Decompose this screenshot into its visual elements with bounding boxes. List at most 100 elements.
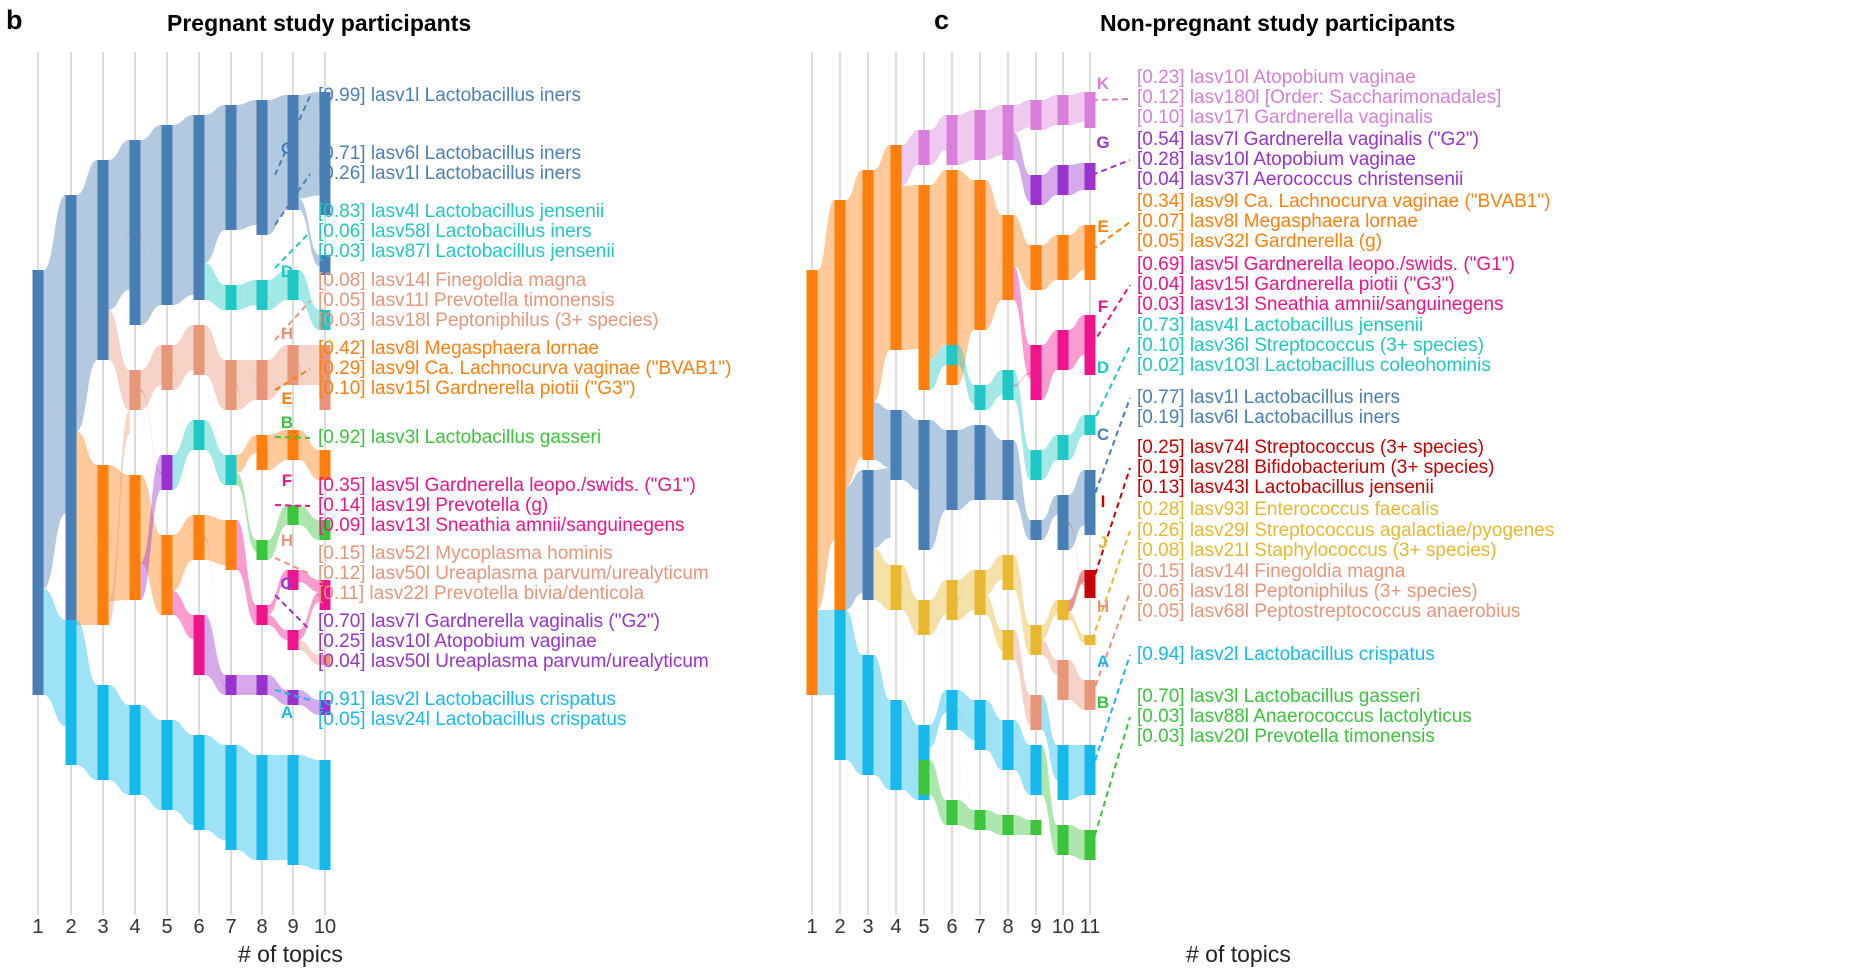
- panel-c-annotation-A-1: [0.94] lasv2l Lactobacillus crispatus: [1137, 644, 1435, 665]
- panel-c-topic-label-I: I: [1101, 492, 1106, 511]
- panel-c-topic-bar-k10-2: [1057, 165, 1069, 195]
- panel-c-annotation-K-3: [0.10] lasv17l Gardnerella vaginalis: [1137, 107, 1433, 128]
- panel-b-topic-bar-k10-1: [319, 92, 331, 215]
- panel-b-topic-bar-k6-5: [193, 615, 205, 675]
- panel-c-annotation-I-2: [0.19] lasv28l Bifidobacterium (3+ speci…: [1137, 457, 1494, 478]
- panel-c-topic-bar-k5-3: [918, 420, 930, 550]
- panel-c-topic-bar-k9-8: [1030, 695, 1042, 730]
- panel-b-x-ticks: 1 2 3 4 5 6 7 8 9 10: [32, 916, 336, 938]
- panel-c-topic-bar-k2-1: [834, 200, 846, 610]
- panel-c-topic-label-A: A: [1097, 652, 1109, 671]
- panel-b-topic-bar-k10-10: [319, 760, 331, 870]
- panel-c-link-1: [817, 610, 835, 695]
- panel-b-topic-bar-k10-9: [319, 700, 331, 715]
- panel-b-link-33: [236, 520, 257, 625]
- panel-c-annotation-G-3: [0.04] lasv37l Aerococcus christensenii: [1137, 169, 1463, 190]
- panel-c-link-thin-2: [957, 462, 975, 602]
- panel-c-topic-bar-k8-2: [1002, 215, 1014, 300]
- panel-c-link-8: [873, 548, 891, 610]
- panel-b-link-47: [298, 270, 320, 330]
- panel-b-topic-bar-k7-1: [225, 105, 237, 230]
- panel-c-link-thin-3: [985, 462, 1003, 647]
- panel-c-link-43: [1013, 555, 1031, 655]
- panel-b-letter: b: [6, 5, 23, 35]
- panel-c-link-10: [901, 130, 919, 186]
- panel-c-topic-label-D: D: [1097, 358, 1109, 377]
- panel-b-topic-bar-k3-2: [97, 465, 109, 625]
- panel-b-tick-3: 3: [97, 916, 108, 938]
- panel-c-annotation-B-1: [0.70] lasv3l Lactobacillus gasseri: [1137, 686, 1420, 707]
- panel-b-annotation-E-3: [0.10] lasv15l Gardnerella piotii ("G3"): [318, 378, 636, 399]
- panel-c-link-12: [901, 410, 919, 490]
- panel-c-link-42: [1013, 440, 1031, 540]
- panel-b-topic-bar-k9-5: [287, 505, 299, 525]
- panel-c-topic-bar-k5-4: [918, 600, 930, 635]
- panel-c-link-2: [845, 170, 863, 487]
- panel-c-topic-bar-k8-7: [1002, 720, 1014, 770]
- panel-c-topic-bar-k11-1: [1084, 92, 1096, 128]
- panel-b-tick-9: 9: [287, 916, 298, 938]
- panel-b-topic-bar-k8-4: [256, 435, 268, 470]
- panel-b-link-17: [172, 420, 194, 490]
- panel-c-topic-bar-k9-2: [1030, 175, 1042, 205]
- panel-b-topic-bar-k5-1: [161, 125, 173, 305]
- panel-c-link-66: [1068, 660, 1085, 710]
- panel-c-topic-label-E: E: [1097, 217, 1108, 236]
- panel-c-topic-bar-k4-2: [890, 410, 902, 480]
- panel-b-topic-bar-k10-2: [319, 255, 331, 275]
- panel-c-annotation-H-2: [0.06] lasv18l Peptoniphilus (3+ species…: [1137, 581, 1478, 602]
- panel-b-topic-bar-k10-4: [319, 345, 331, 410]
- panel-b-annotation-D-1: [0.83] lasv4l Lactobacillus jensenii: [318, 201, 604, 222]
- panel-c-topic-label-H: H: [1097, 597, 1109, 616]
- panel-b-link-thin-7: [172, 367, 194, 539]
- panel-c-topic-bar-k1-1: [806, 270, 818, 695]
- panel-b-topic-bar-k10-5: [319, 450, 331, 480]
- panel-b-annotation-G-3: [0.04] lasv50l Ureaplasma parvum/urealyt…: [318, 651, 709, 672]
- panel-c-topic-labels: K G E F D C I J H A B: [1096, 74, 1109, 712]
- panel-c-topic-bar-k7-6: [974, 700, 986, 750]
- panel-b-link-36: [267, 95, 288, 235]
- panel-b-annotation-H1-2: [0.05] lasv11l Prevotella timonensis: [318, 290, 614, 311]
- panel-c-annotation-I-1: [0.25] lasv74l Streptococcus (3+ species…: [1137, 437, 1484, 458]
- panel-b-topic-bar-k7-3: [225, 360, 237, 410]
- panel-b-topic-bar-k9-1: [287, 95, 299, 210]
- panel-c-topic-bar-k8-3: [1002, 370, 1014, 400]
- panel-b-topic-label-D: D: [281, 262, 293, 281]
- panel-b-link-6: [108, 310, 130, 410]
- panel-c-link-18: [929, 420, 947, 550]
- panel-b-annotation-B-1: [0.92] lasv3l Lactobacillus gasseri: [318, 427, 601, 448]
- panel-c-topic-bar-k9-5: [1030, 450, 1042, 480]
- panel-c-link-48: [1041, 165, 1058, 205]
- panel-b-link-39: [267, 430, 288, 470]
- panel-c-link-15: [929, 115, 947, 165]
- panel-b-topic-bar-k5-5: [161, 720, 173, 810]
- panel-b-link-54: [298, 690, 320, 715]
- panel-b-tick-10: 10: [314, 916, 336, 938]
- panel-c-link-56: [1041, 745, 1058, 855]
- panel-c-topic-bar-k9-9: [1030, 745, 1042, 795]
- panel-b-annotation-D-3: [0.03] lasv87l Lactobacillus jensenii: [318, 241, 615, 262]
- panel-c-topic-bar-k7-4: [974, 425, 986, 500]
- panel-b-link-45: [298, 92, 320, 199]
- panel-c-link-6: [873, 402, 891, 468]
- panel-b-link-31: [236, 435, 257, 473]
- panel-c-topic-bar-k6-6: [946, 690, 958, 730]
- panel-b-topic-label-F: F: [282, 471, 292, 490]
- panel-c-topic-bar-k7-2: [974, 180, 986, 330]
- panel-c-topic-bar-k6-4: [946, 430, 958, 510]
- panel-c-annotation-E-2: [0.07] lasv8l Megasphaera lornae: [1137, 211, 1418, 232]
- panel-b-link-23: [204, 325, 226, 410]
- panel-c-topic-bar-k8-1: [1002, 105, 1014, 160]
- panel-b-topic-bar-k5-2: [161, 345, 173, 390]
- panel-c-topic-bar-k11-9: [1084, 680, 1096, 710]
- panel-c-link-36: [985, 810, 1003, 835]
- panel-b-leader-9: [274, 594, 311, 631]
- panel-c-link-55: [1041, 695, 1058, 780]
- panel-c-link-25: [957, 425, 975, 510]
- panel-c-link-31: [985, 370, 1003, 410]
- panel-b-link-thin-6: [298, 365, 320, 597]
- panel-b-link-26: [204, 615, 226, 695]
- panel-c-link-37: [1013, 100, 1031, 133]
- panel-b-topic-label-H2: H: [281, 531, 293, 550]
- panel-c-link-50: [1041, 330, 1058, 400]
